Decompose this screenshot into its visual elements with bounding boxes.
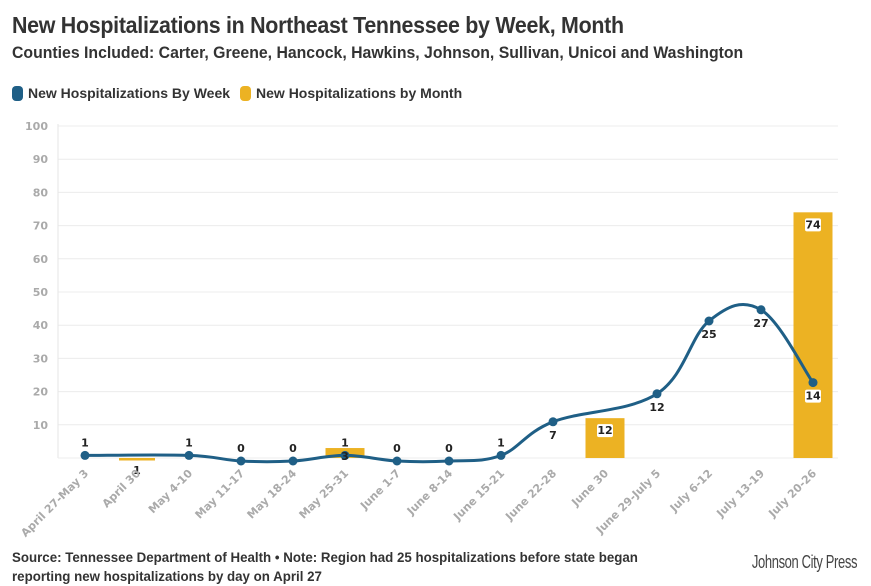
y-tick-label: 70 <box>33 220 49 233</box>
month-data-label: 12 <box>597 424 612 437</box>
week-data-label: 0 <box>393 442 401 455</box>
month-data-label: 74 <box>805 218 821 231</box>
brand-logo: Johnson City Press <box>751 552 858 572</box>
data-label-bg <box>805 389 821 403</box>
week-data-label: 7 <box>549 429 557 442</box>
week-point <box>340 450 350 460</box>
x-tick-label: June 1-7 <box>357 467 403 513</box>
week-point <box>548 417 558 427</box>
x-tick-label: April 30 <box>100 467 144 511</box>
y-tick-label: 30 <box>33 352 49 365</box>
y-tick-label: 90 <box>33 153 49 166</box>
source-note: Source: Tennessee Department of Health •… <box>12 549 638 584</box>
week-data-label: 0 <box>289 442 297 455</box>
legend-item-month[interactable]: New Hospitalizations by Month <box>240 85 462 101</box>
week-data-label: 14 <box>805 390 821 403</box>
gridlines <box>57 124 838 459</box>
week-point <box>236 456 246 466</box>
week-data-label: 1 <box>497 436 505 449</box>
y-tick-label: 10 <box>33 419 49 432</box>
y-tick-label: 60 <box>33 253 49 266</box>
legend-item-week[interactable]: New Hospitalizations By Week <box>12 85 230 101</box>
week-data-label: 1 <box>185 436 193 449</box>
month-bar <box>119 458 155 461</box>
week-point <box>496 450 506 460</box>
bars <box>119 212 833 461</box>
legend-label-week: New Hospitalizations By Week <box>28 85 231 101</box>
week-point <box>444 456 454 466</box>
x-tick-label: July 20-26 <box>765 467 819 521</box>
week-data-label: 0 <box>237 442 245 455</box>
month-data-label: 3 <box>341 450 349 463</box>
week-point <box>392 456 402 466</box>
x-tick-label: June 15-21 <box>450 467 507 524</box>
y-tick-label: 20 <box>33 386 49 399</box>
legend-swatch-week <box>12 85 23 101</box>
legend-label-month: New Hospitalizations by Month <box>256 85 463 101</box>
y-axis-ticks: 10 20 30 40 50 60 70 80 90 100 <box>25 120 48 432</box>
week-point <box>756 305 766 315</box>
week-point <box>808 378 818 388</box>
week-point <box>652 389 662 399</box>
chart-title: New Hospitalizations in Northeast Tennes… <box>12 12 624 38</box>
week-data-label: 0 <box>445 442 453 455</box>
legend-swatch-month <box>240 85 252 101</box>
y-tick-label: 80 <box>33 186 49 199</box>
legend: New Hospitalizations By Week New Hospita… <box>12 85 472 101</box>
week-point <box>80 450 90 460</box>
week-data-label: 12 <box>649 401 664 414</box>
week-data-label: 1 <box>341 436 349 449</box>
x-tick-label: June 8-14 <box>404 467 456 519</box>
data-label-bg <box>805 218 821 232</box>
x-tick-label: May 4-10 <box>146 467 195 516</box>
x-tick-label: June 22-28 <box>502 467 559 524</box>
week-data-label: 25 <box>701 328 716 341</box>
x-tick-label: July 6-12 <box>667 467 715 515</box>
x-tick-label: May 25-31 <box>297 467 352 522</box>
week-point <box>288 456 298 466</box>
week-data-label: 1 <box>81 436 89 449</box>
y-tick-label: 50 <box>33 286 49 299</box>
month-bar <box>793 212 833 458</box>
data-label-bg <box>597 424 613 438</box>
x-tick-label: May 18-24 <box>245 467 300 522</box>
week-point <box>704 316 714 326</box>
week-point <box>184 450 194 460</box>
y-tick-label: 40 <box>33 319 49 332</box>
x-tick-label: April 27-May 3 <box>18 467 91 540</box>
week-data-label: 27 <box>753 317 768 330</box>
chart-subtitle: Counties Included: Carter, Greene, Hanco… <box>12 43 744 62</box>
x-tick-label: June 30 <box>568 467 611 510</box>
y-tick-label: 100 <box>25 120 48 133</box>
x-tick-label: July 13-19 <box>713 467 767 521</box>
month-data-label: 1 <box>133 464 141 477</box>
x-tick-label: May 11-17 <box>193 467 248 522</box>
week-line <box>80 302 818 466</box>
